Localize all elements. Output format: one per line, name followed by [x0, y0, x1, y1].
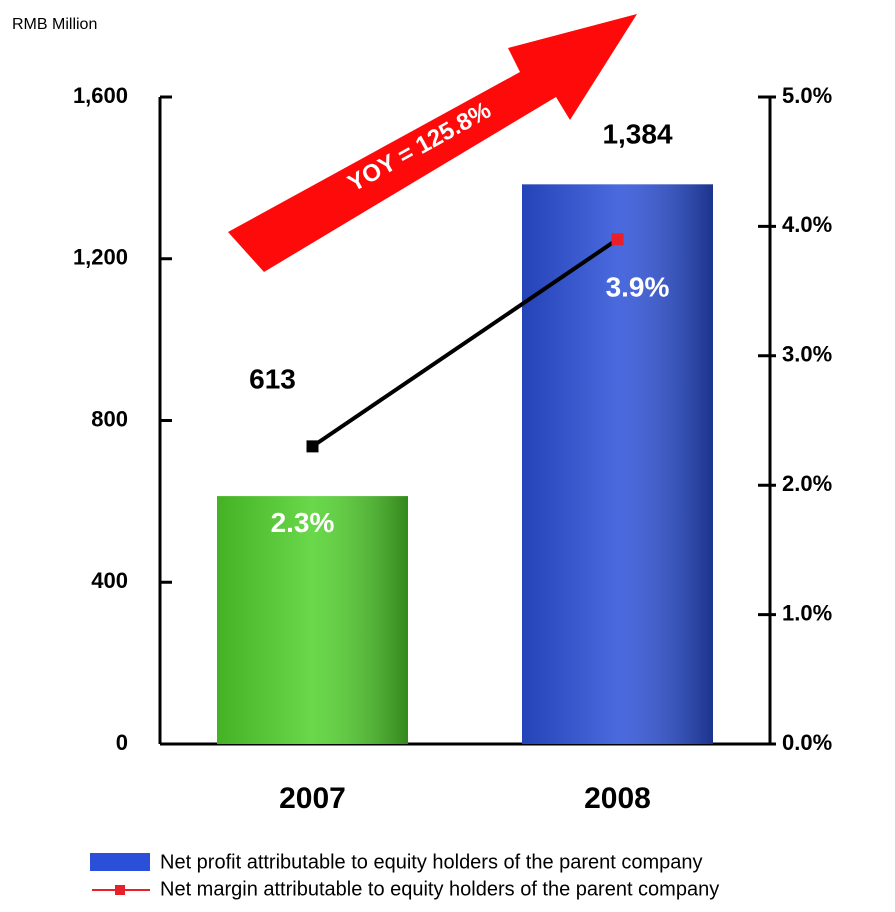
- bar-shade: [217, 496, 408, 744]
- line-value-label: 2.3%: [271, 507, 335, 538]
- y-tick-label: 1,600: [73, 83, 128, 108]
- legend-label: Net margin attributable to equity holder…: [160, 878, 719, 900]
- y2-tick-label: 5.0%: [782, 83, 832, 108]
- yoy-arrow: [228, 14, 637, 272]
- annotation: YOY = 125.8%: [343, 97, 495, 198]
- line: [311, 237, 619, 449]
- bar-shade: [522, 184, 713, 745]
- legend-label: Net profit attributable to equity holder…: [160, 851, 703, 873]
- y-tick-label: 1,200: [73, 245, 128, 270]
- bar-value-label: 1,384: [602, 119, 672, 150]
- bar-value-label: 613: [249, 364, 296, 395]
- unit-label: RMB Million: [12, 16, 97, 33]
- x-tick-label: 2007: [279, 782, 346, 815]
- x-tick-label: 2008: [584, 782, 651, 815]
- y-tick-label: 0: [116, 730, 128, 755]
- legend-swatch: [90, 853, 150, 871]
- y2-tick-label: 4.0%: [782, 212, 832, 237]
- legend-marker: [115, 885, 125, 895]
- line-marker: [306, 440, 319, 453]
- y2-tick-label: 0.0%: [782, 730, 832, 755]
- line-marker: [611, 233, 624, 246]
- y-tick-label: 800: [91, 406, 128, 431]
- y2-tick-label: 3.0%: [782, 342, 832, 367]
- line-value-label: 3.9%: [606, 272, 670, 303]
- y2-tick-label: 1.0%: [782, 600, 832, 625]
- y-tick-label: 400: [91, 568, 128, 593]
- y2-tick-label: 2.0%: [782, 471, 832, 496]
